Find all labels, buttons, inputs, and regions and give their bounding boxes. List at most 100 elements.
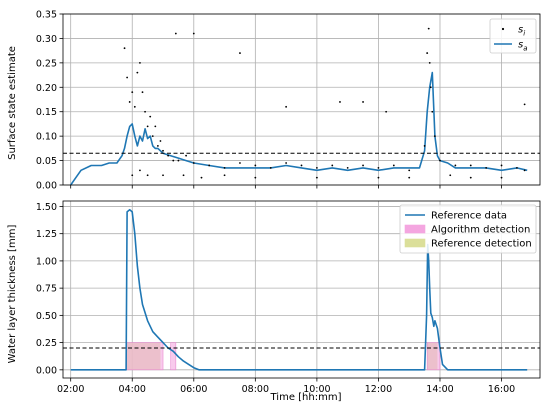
y-tick-label: 1.00 [36, 256, 57, 267]
scatter-point [146, 174, 149, 177]
scatter-point [154, 125, 157, 128]
scatter-point [192, 162, 195, 164]
scatter-point [151, 135, 154, 138]
scatter-point [144, 110, 146, 113]
scatter-point [156, 145, 159, 147]
x-tick-label: 16:00 [488, 384, 515, 395]
scatter-point [131, 174, 134, 177]
scatter-point [223, 174, 226, 177]
scatter-point [141, 91, 144, 94]
x-ticks [70, 185, 502, 189]
scatter-point [362, 101, 364, 103]
scatter-point [426, 52, 429, 54]
legend-label-subscript: a [523, 45, 527, 53]
legend-label: Algorithm detection [431, 225, 530, 236]
algorithm-detection-span [126, 342, 164, 371]
scatter-series-s_i [123, 27, 526, 179]
scatter-point [192, 32, 195, 35]
bottom-panel: 0.00 0.25 0.50 0.75 1.00 1.25 1.50 02:00 04:00 06… [36, 200, 541, 395]
x-tick-label: 02:00 [57, 384, 84, 395]
scatter-point [167, 154, 170, 157]
scatter-point [285, 162, 288, 164]
scatter-point [428, 61, 431, 64]
scatter-point [200, 176, 203, 179]
scatter-point [172, 159, 175, 162]
scatter-point [131, 91, 134, 94]
algorithm-detection-span [170, 342, 177, 371]
scatter-point [362, 164, 364, 167]
legend: si sa [489, 18, 537, 54]
legend-label: Reference detection [431, 239, 532, 250]
scatter-point [469, 176, 472, 179]
scatter-point [500, 176, 503, 179]
scatter-point [223, 167, 226, 169]
legend: Reference data Algorithm detection Referen… [399, 204, 537, 254]
legend-label-subscript: i [523, 30, 525, 38]
scatter-point [239, 162, 241, 164]
scatter-point [331, 164, 334, 167]
scatter-point [239, 52, 241, 54]
scatter-point [429, 86, 432, 89]
detection-spans [126, 342, 441, 371]
axes-frame [62, 13, 541, 186]
scatter-point [128, 101, 131, 103]
y-tick-label: 1.25 [36, 229, 57, 240]
scatter-point [300, 164, 303, 167]
scatter-point [392, 164, 395, 167]
y-tick-label: 1.50 [36, 202, 57, 213]
algorithm-detection-span [426, 342, 441, 371]
scatter-point [139, 169, 141, 172]
scatter-point [162, 174, 164, 177]
scatter-point [523, 103, 526, 106]
scatter-point [315, 176, 318, 179]
y-tick-label: 0.30 [36, 34, 57, 45]
scatter-point [500, 164, 503, 167]
y-axis-label-bottom: Water layer thickness [mm] [7, 225, 18, 364]
scatter-point [133, 105, 136, 108]
line-series-Reference data [70, 208, 528, 371]
y-tick-label: 0.25 [36, 58, 57, 69]
scatter-point [126, 76, 129, 79]
x-axis-label: Time [hh:mm] [270, 392, 342, 403]
y-tick-label: 0.75 [36, 284, 57, 295]
scatter-point [449, 174, 452, 177]
line-series-s_a [70, 71, 528, 186]
scatter-point [146, 125, 149, 128]
legend-label: Reference data [431, 211, 507, 222]
scatter-point [377, 167, 380, 169]
scatter-point [315, 167, 318, 169]
scatter-point [139, 61, 141, 64]
scatter-point [377, 176, 380, 179]
scatter-point [439, 159, 441, 162]
scatter-point [208, 164, 211, 167]
scatter-point [339, 101, 341, 103]
scatter-point [149, 115, 152, 118]
y-ticks: 0.00 0.25 0.50 0.75 1.00 1.25 1.50 [36, 202, 63, 376]
x-tick-label: 14:00 [426, 384, 453, 395]
scatter-point [136, 71, 139, 74]
legend-label: si [518, 25, 525, 38]
y-tick-label: 0.50 [36, 311, 57, 322]
axes-frame [62, 200, 541, 379]
y-tick-label: 0.00 [36, 181, 57, 192]
scatter-point [346, 167, 349, 169]
legend-label: sa [518, 40, 528, 53]
y-tick-label: 0.20 [36, 83, 57, 94]
scatter-point [162, 149, 164, 152]
legend-box [399, 204, 537, 254]
x-tick-label: 10:00 [303, 384, 330, 395]
scatter-point [408, 176, 411, 179]
y-tick-label: 0.05 [36, 156, 57, 167]
legend-marker-patch [404, 238, 426, 248]
y-tick-label: 0.00 [36, 365, 57, 376]
scatter-point [177, 159, 180, 162]
scatter-point [423, 145, 426, 147]
scatter-point [454, 164, 457, 167]
scatter-point [427, 27, 430, 30]
scatter-point [285, 105, 288, 108]
y-ticks: 0.00 0.05 0.10 0.15 0.20 0.25 0.30 0.35 [36, 10, 63, 192]
scatter-point [182, 174, 185, 177]
legend-marker-scatter [501, 27, 505, 31]
scatter-point [269, 167, 272, 169]
